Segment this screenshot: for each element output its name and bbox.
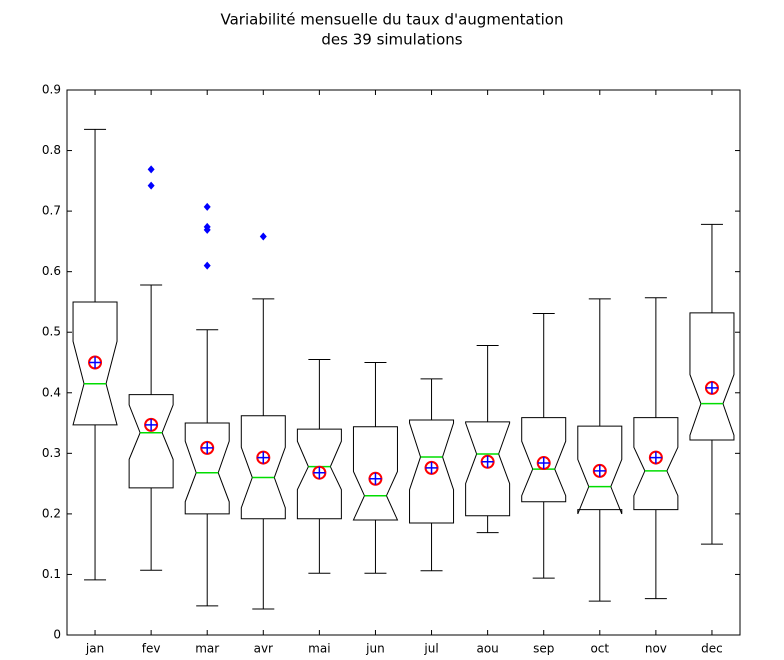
box [689,312,735,441]
x-tick-label: fev [142,642,161,656]
x-tick-label: jan [85,642,104,656]
box [409,419,455,524]
box [72,301,118,426]
x-tick-label: aou [476,642,498,656]
mean-cross [649,451,662,464]
x-tick-label: mar [195,642,219,656]
mean-cross [145,418,158,431]
x-tick-label: jul [423,642,438,656]
box [465,421,511,517]
outlier [259,232,267,241]
outlier [203,202,211,211]
box [296,428,342,520]
x-tick-label: jun [365,642,385,656]
y-tick-label: 0.2 [42,506,61,520]
axes-frame [66,89,741,636]
y-tick-label: 0 [53,628,61,642]
mean-cross [313,466,326,479]
box [577,425,623,515]
x-tick-label: sep [533,642,554,656]
y-tick-label: 0.5 [42,325,61,339]
x-tick-label: nov [645,642,667,656]
chart-title: Variabilité mensuelle du taux d'augmenta… [221,11,564,29]
box [521,417,567,503]
box [633,417,679,511]
y-tick-label: 0.7 [42,204,61,218]
mean-cross [369,472,382,485]
y-tick-label: 0.3 [42,446,61,460]
chart-title: des 39 simulations [321,31,462,49]
outlier [147,181,155,190]
mean-cross [593,464,606,477]
mean-cross [201,441,214,454]
x-tick-label: dec [701,642,723,656]
mean-cross [537,457,550,470]
mean-cross [705,381,718,394]
box [240,415,286,520]
mean-cross [481,455,494,468]
box [184,422,230,515]
mean-cross [425,461,438,474]
mean-cross [89,356,102,369]
x-tick-label: oct [590,642,609,656]
x-tick-label: avr [254,642,273,656]
y-tick-label: 0.8 [42,143,61,157]
mean-cross [257,451,270,464]
y-tick-label: 0.9 [42,83,61,97]
outlier [203,225,211,234]
outlier [203,261,211,270]
box [352,426,399,521]
box [128,394,174,489]
y-tick-label: 0.4 [42,385,61,399]
y-tick-label: 0.6 [42,264,61,278]
outlier [147,165,155,174]
x-tick-label: mai [308,642,330,656]
y-tick-label: 0.1 [42,567,61,581]
